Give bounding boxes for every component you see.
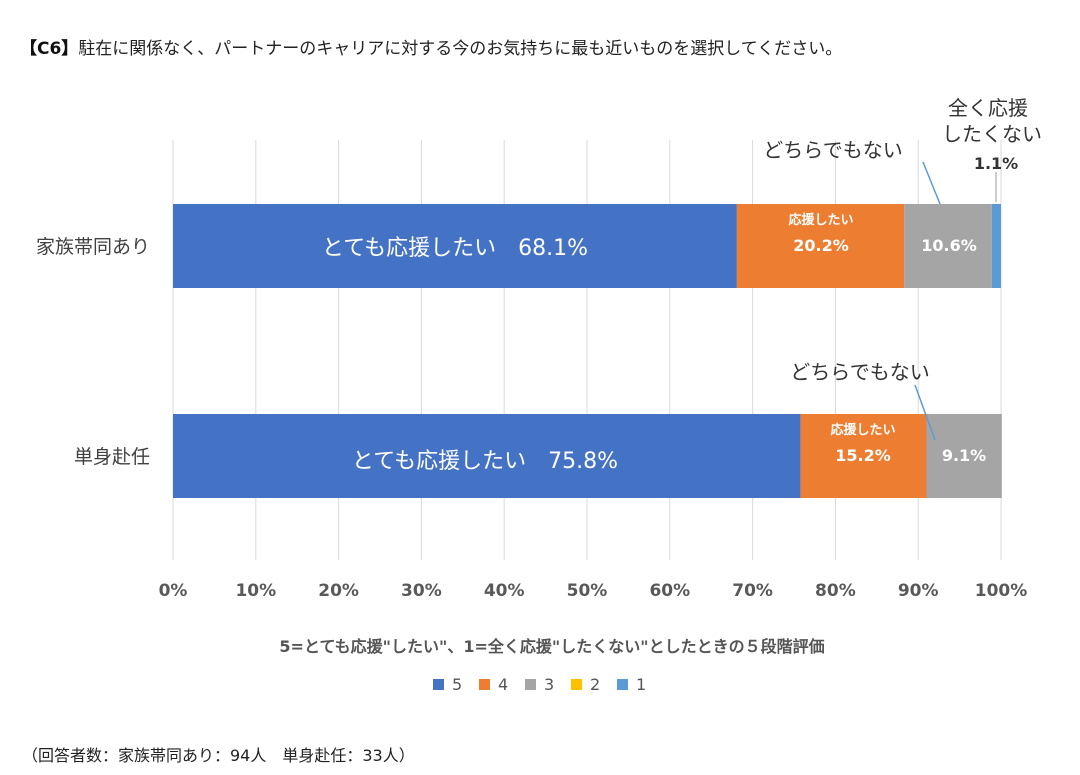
category-label: 単身赴任: [74, 446, 150, 468]
callout-leader-single-neutral: [914, 384, 936, 441]
callout-single-neutral: どちらでもない: [790, 360, 929, 384]
label-family-neutral-value: 10.6%: [921, 236, 977, 255]
legend-swatch-4: [479, 679, 490, 690]
label-single-support-title: 応援したい: [830, 422, 895, 438]
label-single-neutral-value: 9.1%: [942, 446, 986, 465]
x-tick-label: 50%: [567, 581, 608, 601]
bars: [173, 204, 1002, 498]
respondent-count-note: （回答者数：家族帯同あり：94人 単身赴任：33人）: [22, 746, 415, 765]
question-tag: 【C6】: [20, 39, 79, 59]
legend-swatch-5: [433, 679, 444, 690]
bar-segment-5: [173, 204, 737, 288]
label-family-support-title: 応援したい: [788, 212, 853, 228]
x-tick-labels: 0% 10% 20% 30% 40% 50% 60% 70% 80% 90% 100%: [159, 581, 1028, 601]
legend-swatch-1: [617, 679, 628, 690]
x-axis-label: 5=とても応援"したい"、1=全く応援"したくない"としたときの５段階評価: [279, 637, 824, 656]
x-tick-label: 80%: [815, 581, 856, 601]
legend-label-5: 5: [452, 675, 462, 694]
callout-family-none-line2: したくない: [942, 122, 1042, 146]
x-tick-label: 90%: [898, 581, 939, 601]
legend-label-2: 2: [590, 675, 600, 694]
x-tick-label: 30%: [401, 581, 442, 601]
label-family-support-value: 20.2%: [793, 236, 849, 255]
label-single-very-support: とても応援したい 75.8%: [352, 449, 618, 474]
x-tick-label: 0%: [159, 581, 188, 601]
question-title: 【C6】駐在に関係なく、パートナーのキャリアに対する今のお気持ちに最も近いものを…: [20, 34, 1070, 59]
bar-segment-1: [991, 204, 1001, 288]
legend-swatch-2: [571, 679, 582, 690]
legend-label-1: 1: [636, 675, 646, 694]
callout-family-none-line1: 全く応援: [948, 96, 1028, 120]
x-tick-label: 70%: [732, 581, 773, 601]
x-tick-label: 20%: [318, 581, 359, 601]
legend-swatch-3: [525, 679, 536, 690]
legend-label-4: 4: [498, 675, 508, 694]
label-family-very-support: とても応援したい 68.1%: [322, 236, 588, 261]
bar-segment-5: [173, 414, 801, 498]
bar-segment-3: [926, 414, 1002, 498]
bar-segment-4: [736, 204, 905, 288]
question-text: 駐在に関係なく、パートナーのキャリアに対する今のお気持ちに最も近いものを選択して…: [78, 39, 843, 59]
x-tick-label: 60%: [649, 581, 690, 601]
bar-segment-3: [904, 204, 992, 288]
label-single-support-value: 15.2%: [835, 446, 891, 465]
callout-family-neutral: どちらでもない: [763, 138, 902, 162]
callout-leader-family-neutral: [922, 161, 941, 205]
x-tick-label: 100%: [975, 581, 1028, 601]
x-tick-label: 10%: [235, 581, 276, 601]
callout-family-none-value: 1.1%: [974, 154, 1018, 173]
category-label: 家族帯同あり: [36, 236, 150, 258]
bar-segment-4: [800, 414, 927, 498]
x-tick-label: 40%: [484, 581, 525, 601]
legend-label-3: 3: [544, 675, 554, 694]
legend: 5 4 3 2 1: [433, 675, 646, 694]
